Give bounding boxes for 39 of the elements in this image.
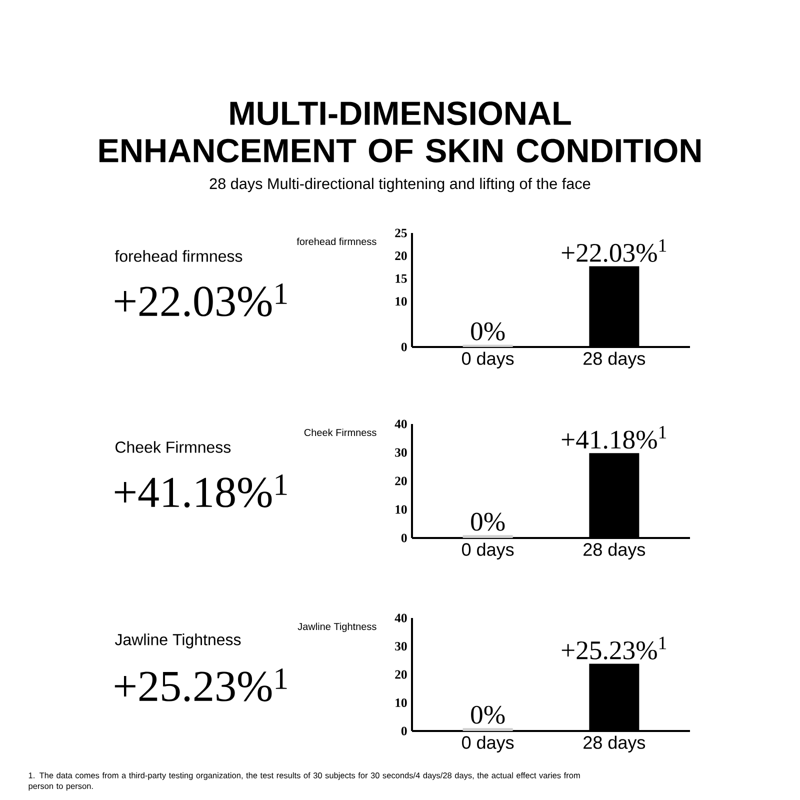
x-tick-label: 0 days bbox=[462, 736, 514, 752]
x-tick-label: 0 days bbox=[462, 352, 514, 368]
y-axis-title: Cheek Firmness bbox=[304, 428, 376, 436]
text: Cheek Firmness bbox=[116, 441, 231, 453]
y-axis-title: Jawline Tightness bbox=[298, 622, 376, 632]
y-tick-label: 30 bbox=[395, 448, 407, 457]
y-tick-label: 0 bbox=[401, 726, 407, 736]
y-tick-label: 20 bbox=[395, 252, 407, 260]
annotation: +22.03%$^{1}$ bbox=[562, 239, 666, 262]
text: forehead firmness bbox=[114, 250, 242, 262]
annotation: +41.18%$^{1}$ bbox=[562, 426, 666, 449]
annotation: +25.23%$^{1}$ bbox=[562, 636, 666, 660]
x-tick-label: 28 days bbox=[584, 736, 646, 752]
y-tick-label: 40 bbox=[394, 420, 407, 428]
chart-subtitle: 28 days Multi-directional tightening and lifting of the face bbox=[210, 178, 590, 192]
text: Jawline Tightness bbox=[114, 634, 241, 648]
text: +25.23%$^{1}$ bbox=[114, 668, 287, 702]
text: 1. The data comes from a third-party testing organization, the test results of 30 subjects for 30 seconds/4 days/28 days, the actual effect varies from person to person. bbox=[28, 772, 580, 791]
y-tick-label: 10 bbox=[396, 297, 407, 306]
y-tick-label: 25 bbox=[395, 228, 407, 238]
annotation: 0% bbox=[471, 322, 505, 340]
text: +22.03%$^{1}$ bbox=[114, 284, 287, 316]
y-tick-label: 20 bbox=[395, 670, 407, 679]
y-tick-label: 0 bbox=[401, 342, 407, 352]
text: +41.18%$^{1}$ bbox=[114, 474, 287, 508]
y-tick-label: 0 bbox=[401, 534, 407, 542]
x-tick-label: 28 days bbox=[584, 542, 646, 560]
x-tick-label: 28 days bbox=[584, 352, 646, 368]
annotation: 0% bbox=[471, 512, 505, 531]
y-tick-label: 10 bbox=[396, 698, 407, 708]
y-axis-title: forehead firmness bbox=[296, 238, 376, 246]
y-tick-label: 15 bbox=[396, 274, 407, 283]
y-tick-label: 10 bbox=[396, 505, 407, 514]
annotation: 0% bbox=[471, 706, 505, 724]
y-tick-label: 40 bbox=[394, 614, 407, 622]
x-tick-label: 0 days bbox=[462, 542, 514, 560]
y-tick-label: 20 bbox=[395, 476, 407, 486]
chart-title: MULTI-DIMENSIONAL ENHANCEMENT OF SKIN CONDITION bbox=[99, 102, 700, 162]
y-tick-label: 30 bbox=[395, 642, 407, 651]
